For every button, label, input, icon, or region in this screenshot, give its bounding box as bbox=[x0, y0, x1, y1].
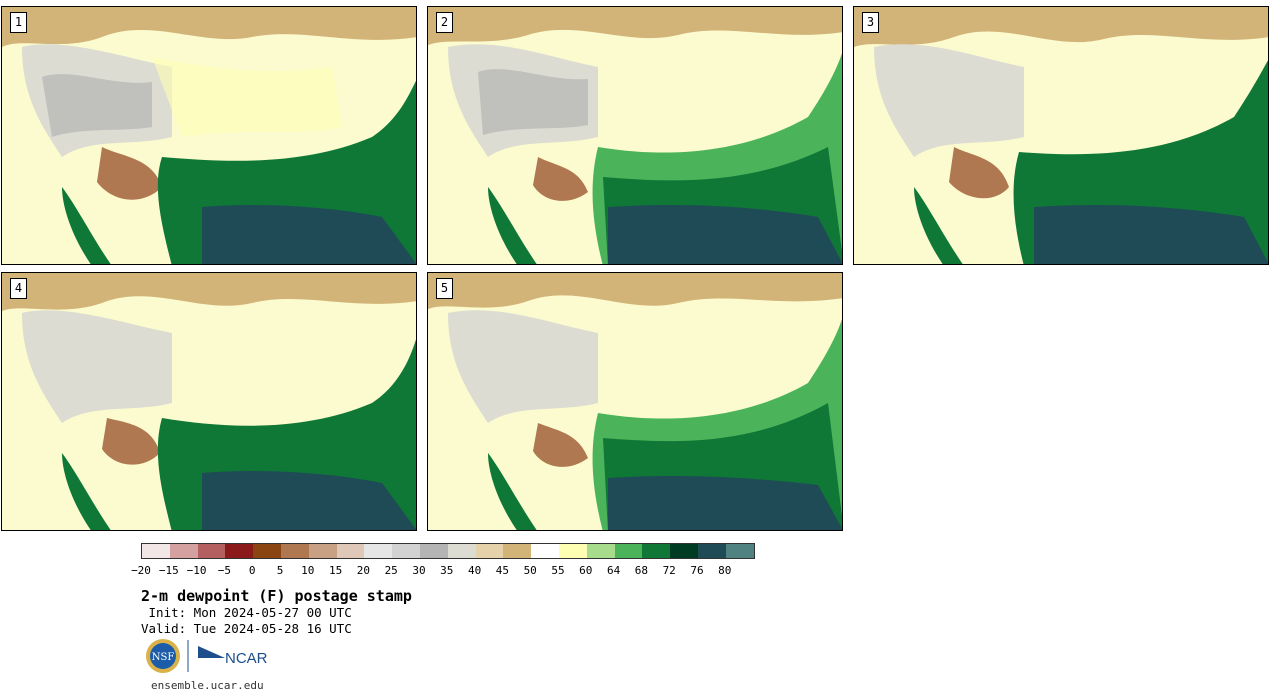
colorbar-swatch bbox=[558, 544, 587, 558]
nsf-logo-icon: NSF bbox=[146, 639, 180, 673]
colorbar-tick-label: 20 bbox=[356, 564, 371, 577]
member-number: 3 bbox=[862, 12, 879, 33]
colorbar-swatch bbox=[308, 544, 337, 558]
colorbar-swatch bbox=[725, 544, 754, 558]
colorbar-swatch bbox=[169, 544, 198, 558]
colorbar-swatch bbox=[253, 544, 281, 558]
colorbar-tick-label: 72 bbox=[662, 564, 676, 577]
colorbar-tick-labels: −20 −15 −10 −5 0 5 10 15 20 25 30 35 40 45 50 55 60 64 68 7… bbox=[131, 564, 781, 578]
colorbar-swatch bbox=[392, 544, 420, 558]
member-number: 5 bbox=[436, 278, 453, 299]
colorbar-swatch bbox=[503, 544, 532, 558]
colorbar-swatch bbox=[670, 544, 698, 558]
dewpoint-map bbox=[2, 273, 416, 530]
colorbar-swatch bbox=[197, 544, 226, 558]
colorbar-swatch bbox=[642, 544, 671, 558]
colorbar bbox=[141, 543, 755, 559]
valid-time: Valid: Tue 2024-05-28 16 UTC bbox=[141, 621, 352, 636]
colorbar-tick-label: 10 bbox=[301, 564, 315, 577]
colorbar-tick-label: 25 bbox=[384, 564, 398, 577]
init-time: Init: Mon 2024-05-27 00 UTC bbox=[141, 605, 352, 620]
logos: NSF NCAR bbox=[145, 638, 285, 674]
colorbar-tick-label: 68 bbox=[634, 564, 649, 577]
colorbar-tick-label: 80 bbox=[718, 564, 732, 577]
dewpoint-map bbox=[428, 7, 842, 264]
colorbar-tick-label: 5 bbox=[276, 564, 284, 577]
member-number: 4 bbox=[10, 278, 27, 299]
member-number: 1 bbox=[10, 12, 27, 33]
ncar-logo-text: NCAR bbox=[225, 650, 268, 667]
member-panel-3: 3 bbox=[853, 6, 1269, 265]
colorbar-swatch bbox=[142, 544, 170, 558]
dewpoint-map bbox=[854, 7, 1268, 264]
colorbar-swatch bbox=[447, 544, 476, 558]
nsf-logo-text: NSF bbox=[152, 652, 175, 663]
colorbar-tick-label: 30 bbox=[412, 564, 426, 577]
colorbar-tick-label: −5 bbox=[217, 564, 232, 577]
colorbar-tick-label: −20 bbox=[131, 564, 151, 577]
colorbar-swatch bbox=[225, 544, 254, 558]
colorbar-tick-label: 55 bbox=[551, 564, 565, 577]
member-panel-2: 2 bbox=[427, 6, 843, 265]
colorbar-swatch bbox=[531, 544, 559, 558]
colorbar-tick-label: 64 bbox=[606, 564, 621, 577]
colorbar-tick-label: 15 bbox=[328, 564, 343, 577]
colorbar-swatch bbox=[697, 544, 726, 558]
colorbar-tick-label: 76 bbox=[690, 564, 704, 577]
chart-title: 2-m dewpoint (F) postage stamp bbox=[141, 587, 412, 605]
colorbar-tick-label: 50 bbox=[523, 564, 537, 577]
colorbar-tick-label: 40 bbox=[467, 564, 482, 577]
colorbar-swatch bbox=[364, 544, 393, 558]
colorbar-tick-label: 60 bbox=[579, 564, 593, 577]
colorbar-swatch bbox=[419, 544, 448, 558]
member-panel-5: 5 bbox=[427, 272, 843, 531]
member-number: 2 bbox=[436, 12, 453, 33]
colorbar-swatch bbox=[586, 544, 615, 558]
colorbar-tick-label: 0 bbox=[248, 564, 256, 577]
colorbar-tick-label: 35 bbox=[440, 564, 454, 577]
dewpoint-map bbox=[2, 7, 416, 264]
dewpoint-map bbox=[428, 273, 842, 530]
colorbar-tick-label: −15 bbox=[158, 564, 179, 577]
ncar-logo-icon: NCAR bbox=[198, 646, 268, 667]
colorbar-swatch bbox=[336, 544, 365, 558]
site-url: ensemble.ucar.edu bbox=[151, 679, 264, 692]
colorbar-swatch bbox=[475, 544, 504, 558]
colorbar-swatch bbox=[280, 544, 309, 558]
member-panel-1: 1 bbox=[1, 6, 417, 265]
member-panel-4: 4 bbox=[1, 272, 417, 531]
colorbar-tick-label: −10 bbox=[186, 564, 207, 577]
colorbar-tick-label: 45 bbox=[495, 564, 510, 577]
colorbar-swatch bbox=[614, 544, 643, 558]
